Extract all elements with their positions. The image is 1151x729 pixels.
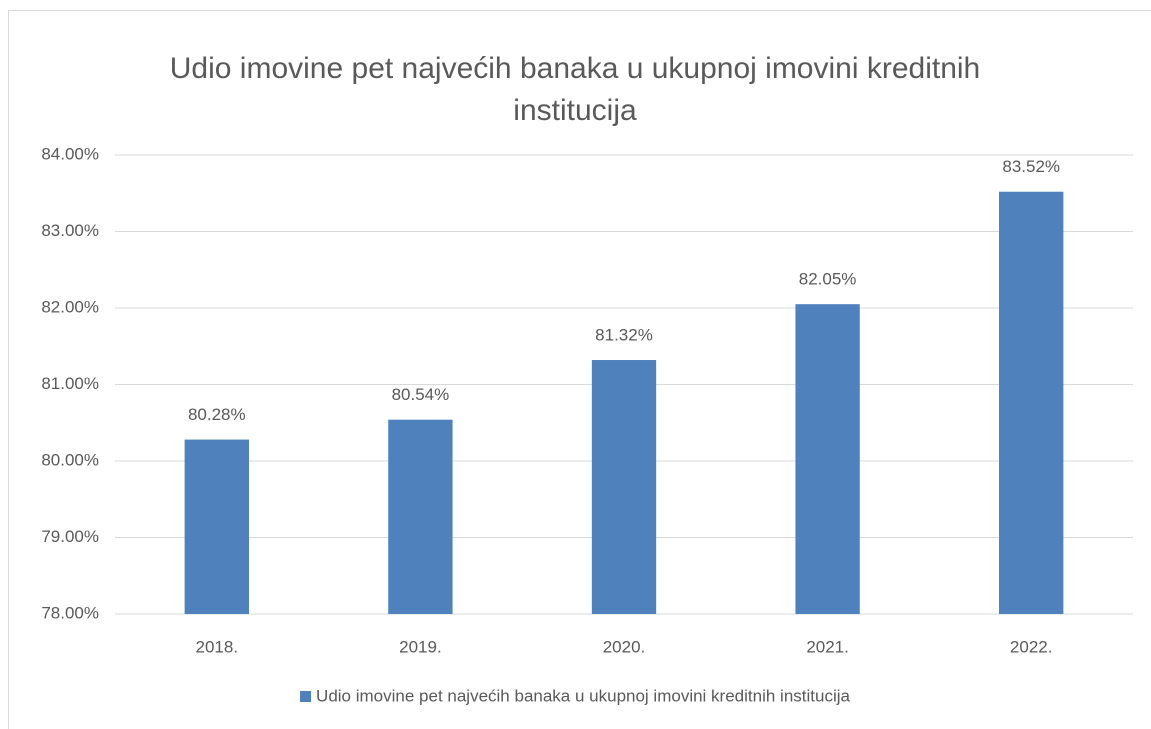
bar <box>591 360 657 614</box>
data-label: 82.05% <box>799 270 857 289</box>
data-label: 80.28% <box>188 405 246 424</box>
legend-swatch <box>300 691 312 702</box>
legend-label: Udio imovine pet najvećih banaka u ukupn… <box>316 686 850 705</box>
y-tick-label: 84.00% <box>41 144 99 163</box>
x-tick-label: 2018. <box>196 637 239 656</box>
y-tick-label: 80.00% <box>41 450 99 469</box>
x-tick-label: 2022. <box>1010 637 1053 656</box>
bar <box>184 439 249 614</box>
chart-frame <box>8 10 1151 729</box>
data-label: 83.52% <box>1002 157 1060 176</box>
data-label: 80.54% <box>392 385 450 404</box>
bar <box>795 304 860 614</box>
x-tick-label: 2021. <box>806 637 849 656</box>
data-label: 81.32% <box>595 326 653 345</box>
y-tick-label: 78.00% <box>41 603 99 622</box>
y-tick-label: 81.00% <box>41 374 99 393</box>
y-tick-label: 79.00% <box>41 527 99 546</box>
y-tick-label: 82.00% <box>41 297 99 316</box>
y-tick-label: 83.00% <box>41 221 99 240</box>
bar <box>999 191 1064 614</box>
bar <box>388 419 453 614</box>
x-tick-label: 2019. <box>399 637 442 656</box>
chart-title: Udio imovine pet najvećih banaka u ukupn… <box>169 52 981 127</box>
x-tick-label: 2020. <box>603 637 646 656</box>
